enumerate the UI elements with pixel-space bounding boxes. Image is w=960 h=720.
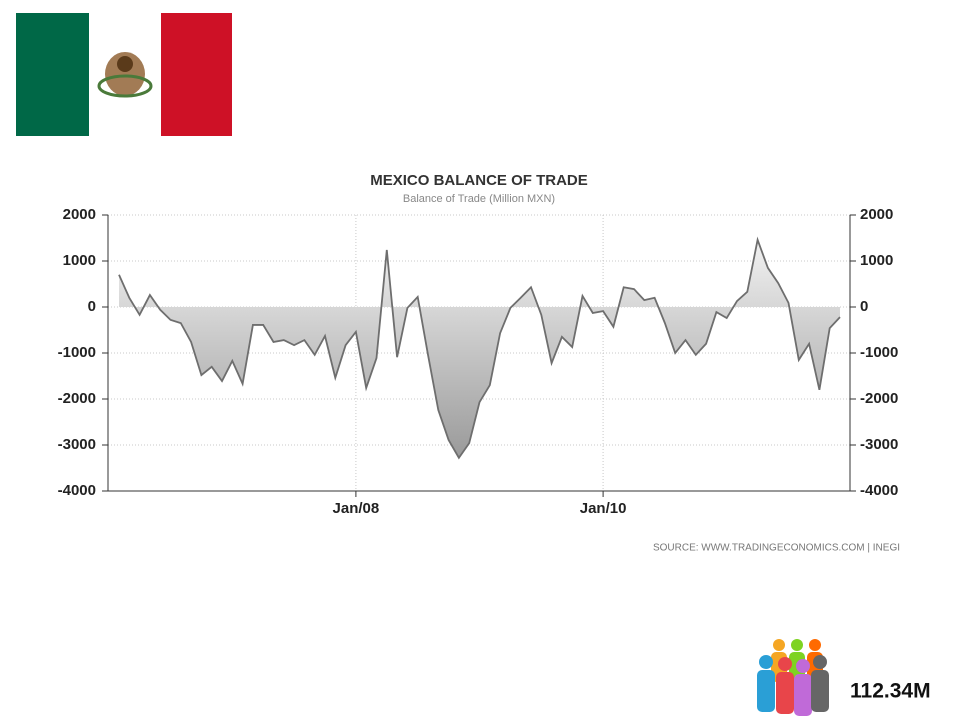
plot: -4000 -3000 -2000 -1000 0 1000 2000 -4000 -3000 -… bbox=[58, 206, 899, 517]
y-tick-label: -2000 bbox=[58, 390, 96, 407]
x-tick-label: Jan/10 bbox=[580, 500, 627, 517]
y2-tick-label: -3000 bbox=[860, 436, 898, 453]
area-line bbox=[118, 236, 841, 460]
flag bbox=[16, 13, 232, 136]
y2-tick-label: 0 bbox=[860, 298, 868, 315]
y-tick-label: -1000 bbox=[58, 344, 96, 361]
chart-subtitle: Balance of Trade (Million MXN) bbox=[403, 193, 555, 205]
y2-tick-label: -2000 bbox=[860, 390, 898, 407]
y2-tick-label: 1000 bbox=[860, 252, 893, 269]
source-note: SOURCE: WWW.TRADINGECONOMICS.COM | INEGI bbox=[653, 543, 900, 554]
chart-title: MEXICO BALANCE OF TRADE bbox=[370, 172, 588, 189]
y-tick-label: -4000 bbox=[58, 482, 96, 499]
y2-tick-label: -1000 bbox=[860, 344, 898, 361]
area-fill bbox=[119, 239, 840, 458]
people-icon bbox=[757, 639, 829, 716]
x-tick-label: Jan/08 bbox=[333, 500, 380, 517]
y-tick-label: 0 bbox=[88, 298, 96, 315]
y2-tick-label: -4000 bbox=[860, 482, 898, 499]
population-label: 112.34M bbox=[850, 680, 931, 703]
y-tick-label: 1000 bbox=[63, 252, 96, 269]
y-tick-label: -3000 bbox=[58, 436, 96, 453]
y2-tick-label: 2000 bbox=[860, 206, 893, 223]
y-tick-label: 2000 bbox=[63, 206, 96, 223]
